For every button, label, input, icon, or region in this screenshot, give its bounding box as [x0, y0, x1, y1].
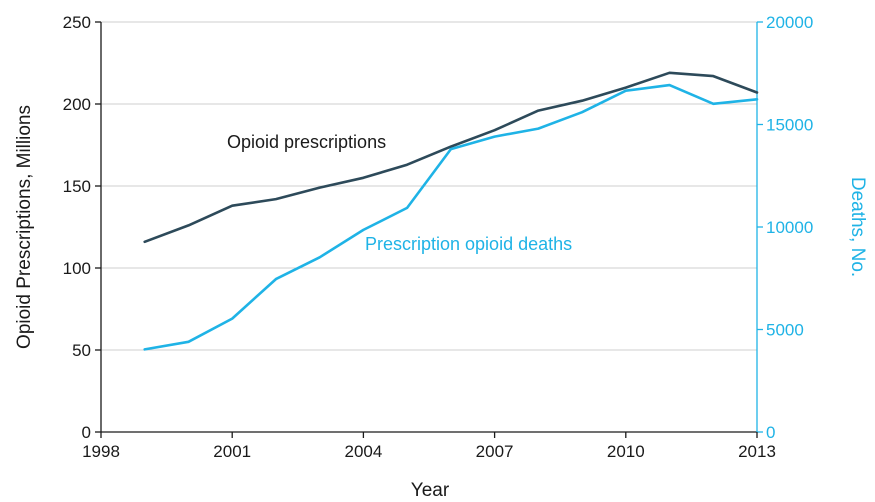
x-tick-label: 2001	[213, 442, 251, 461]
x-axis-title: Year	[411, 480, 450, 501]
x-tick-label: 1998	[82, 442, 120, 461]
x-tick-label: 2013	[738, 442, 776, 461]
x-tick-label: 2010	[607, 442, 645, 461]
y-tick-label-left: 200	[63, 95, 91, 114]
series-label-prescriptions: Opioid prescriptions	[227, 132, 386, 152]
y-tick-label-left: 250	[63, 13, 91, 32]
series-lines	[143, 71, 759, 351]
tick-labels: 0 50 100 150 200 250 0 5000 10000 15000 20000 1998 2…	[63, 13, 814, 461]
y-tick-label-left: 150	[63, 177, 91, 196]
x-tick-label: 2007	[476, 442, 514, 461]
x-tick-label: 2004	[344, 442, 382, 461]
y-tick-label-right: 20000	[766, 13, 813, 32]
y-axis-title-left: Opioid Prescriptions, Millions	[14, 105, 35, 349]
axes	[95, 21, 763, 438]
series-line-deaths	[143, 83, 759, 351]
y-tick-label-left: 0	[82, 423, 91, 442]
y-tick-label-left: 50	[72, 341, 91, 360]
series-label-deaths: Prescription opioid deaths	[365, 234, 572, 254]
series-line-prescriptions	[143, 71, 759, 244]
y-tick-label-left: 100	[63, 259, 91, 278]
y-tick-label-right: 0	[766, 423, 775, 442]
y-tick-label-right: 5000	[766, 321, 804, 340]
gridlines	[101, 21, 757, 351]
y-tick-label-right: 15000	[766, 116, 813, 135]
y-axis-title-right: Deaths, No.	[847, 177, 868, 277]
y-tick-label-right: 10000	[766, 218, 813, 237]
